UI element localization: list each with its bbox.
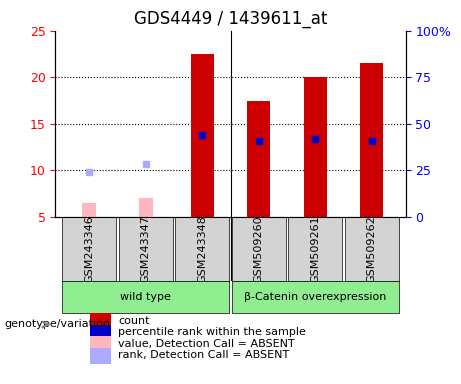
Text: GSM243346: GSM243346 <box>84 215 94 283</box>
Bar <box>304 77 326 217</box>
Text: percentile rank within the sample: percentile rank within the sample <box>118 327 306 337</box>
Bar <box>83 203 96 217</box>
Text: wild type: wild type <box>120 291 171 301</box>
Text: count: count <box>118 316 150 326</box>
Bar <box>90 336 112 352</box>
Title: GDS4449 / 1439611_at: GDS4449 / 1439611_at <box>134 10 327 28</box>
FancyBboxPatch shape <box>231 217 286 281</box>
Text: value, Detection Call = ABSENT: value, Detection Call = ABSENT <box>118 339 295 349</box>
Text: GSM243348: GSM243348 <box>197 215 207 283</box>
FancyBboxPatch shape <box>62 217 116 281</box>
FancyBboxPatch shape <box>175 217 230 281</box>
Bar <box>139 198 153 217</box>
Text: rank, Detection Call = ABSENT: rank, Detection Call = ABSENT <box>118 350 290 360</box>
Bar <box>248 101 270 217</box>
Bar <box>191 54 213 217</box>
Text: β-Catenin overexpression: β-Catenin overexpression <box>244 291 386 301</box>
Bar <box>90 313 112 329</box>
Bar <box>90 324 112 341</box>
Text: GSM509260: GSM509260 <box>254 215 264 283</box>
Bar <box>361 63 383 217</box>
FancyBboxPatch shape <box>288 217 343 281</box>
Bar <box>90 348 112 364</box>
FancyBboxPatch shape <box>118 217 173 281</box>
Text: GSM509262: GSM509262 <box>367 215 377 283</box>
FancyBboxPatch shape <box>231 281 399 313</box>
Text: GSM243347: GSM243347 <box>141 215 151 283</box>
FancyBboxPatch shape <box>62 281 230 313</box>
Text: genotype/variation: genotype/variation <box>5 319 111 329</box>
Text: GSM509261: GSM509261 <box>310 215 320 283</box>
FancyBboxPatch shape <box>345 217 399 281</box>
